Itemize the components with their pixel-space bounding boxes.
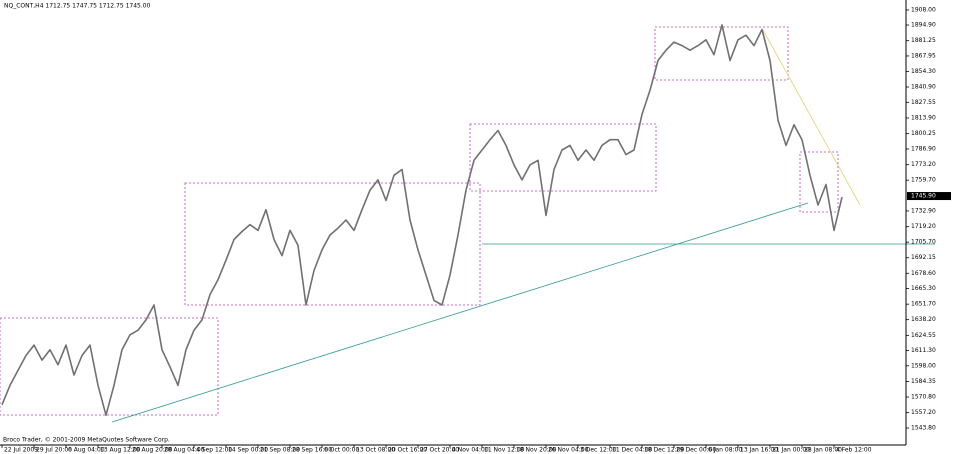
y-tick-label: 1827.55 <box>911 99 936 106</box>
y-tick-label: 1665.30 <box>911 285 936 292</box>
y-tick-label: 1759.70 <box>911 177 936 184</box>
y-tick-label: 1543.80 <box>911 425 936 432</box>
y-tick-label: 1692.15 <box>911 254 936 261</box>
y-tick-label: 1651.70 <box>911 301 936 308</box>
y-tick-label: 1705.70 <box>911 239 936 246</box>
last-price-box <box>907 192 951 201</box>
range-box <box>0 317 219 416</box>
x-tick-label: 20 Aug 20:00 <box>132 447 173 454</box>
x-tick-label: 13 Oct 08:00 <box>356 447 395 454</box>
x-tick-label: 28 Sep 16:00 <box>292 447 332 454</box>
y-tick-label: 1638.20 <box>911 316 936 323</box>
x-tick-label: 18 Dec 12:00 <box>644 447 685 454</box>
y-tick-label: 1678.60 <box>911 270 936 277</box>
x-tick-label: 4 Nov 04:00 <box>452 447 489 454</box>
x-tick-label: 21 Jan 00:00 <box>772 447 810 454</box>
x-tick-label: 3 Dec 12:00 <box>580 447 617 454</box>
x-tick-label: 28 Aug 04:00 <box>164 447 205 454</box>
y-tick-label: 1881.25 <box>911 37 936 44</box>
y-tick-label: 1611.30 <box>911 347 936 354</box>
x-tick-label: 6 Jan 08:00 <box>708 447 742 454</box>
range-box <box>469 123 657 192</box>
y-tick-label: 1624.55 <box>911 332 936 339</box>
y-tick-label: 1719.20 <box>911 223 936 230</box>
y-tick-label: 1786.90 <box>911 145 936 152</box>
trend-line <box>111 202 809 423</box>
x-tick-label: 22 Jul 2009 <box>4 447 38 454</box>
x-tick-label: 11 Dec 04:00 <box>612 447 653 454</box>
x-tick-label: 13 Jan 16:00 <box>740 447 778 454</box>
y-tick-label: 1732.90 <box>911 207 936 214</box>
x-tick-label: 20 Oct 16:00 <box>388 447 427 454</box>
range-box <box>799 151 839 213</box>
x-tick-label: 4 Feb 12:00 <box>836 447 872 454</box>
y-tick-label: 1840.90 <box>911 84 936 91</box>
y-tick-label: 1773.20 <box>911 161 936 168</box>
x-tick-label: 13 Aug 12:00 <box>100 447 141 454</box>
y-tick-label: 1813.90 <box>911 114 936 121</box>
x-tick-label: 28 Jan 08:00 <box>804 447 842 454</box>
resistance-line <box>762 29 861 206</box>
x-tick-label: 29 Jul 20:00 <box>36 447 72 454</box>
range-box <box>654 26 789 81</box>
x-tick-label: 29 Dec 00:00 <box>676 447 717 454</box>
x-tick-label: 18 Nov 20:00 <box>516 447 557 454</box>
price-line <box>1 24 843 416</box>
x-tick-label: 21 Sep 08:00 <box>260 447 300 454</box>
y-tick-label: 1867.95 <box>911 52 936 59</box>
last-price-label: 1745.90 <box>911 193 936 200</box>
range-box <box>184 182 481 306</box>
chart-title: NQ_CONT,H4 1712.75 1747.75 1712.75 1745.… <box>4 3 151 10</box>
y-tick-label: 1854.30 <box>911 68 936 75</box>
copyright: Broco Trader, © 2001-2009 MetaQuotes Sof… <box>3 437 170 444</box>
y-tick-label: 1908.00 <box>911 6 936 13</box>
y-tick-label: 1894.90 <box>911 22 936 29</box>
y-tick-label: 1598.00 <box>911 362 936 369</box>
x-tick-label: 11 Nov 12:00 <box>484 447 525 454</box>
x-tick-label: 6 Aug 04:00 <box>68 447 105 454</box>
x-tick-label: 27 Oct 20:00 <box>420 447 459 454</box>
y-tick-label: 1800.25 <box>911 130 936 137</box>
x-tick-label: 6 Oct 00:00 <box>324 447 359 454</box>
x-tick-label: 26 Nov 04:00 <box>548 447 589 454</box>
x-tick-label: 14 Sep 00:00 <box>228 447 268 454</box>
boxes <box>0 26 839 416</box>
y-tick-label: 1570.80 <box>911 394 936 401</box>
y-tick-label: 1557.20 <box>911 409 936 416</box>
x-tick-label: 4 Sep 12:00 <box>196 447 232 454</box>
y-tick-label: 1584.35 <box>911 378 936 385</box>
